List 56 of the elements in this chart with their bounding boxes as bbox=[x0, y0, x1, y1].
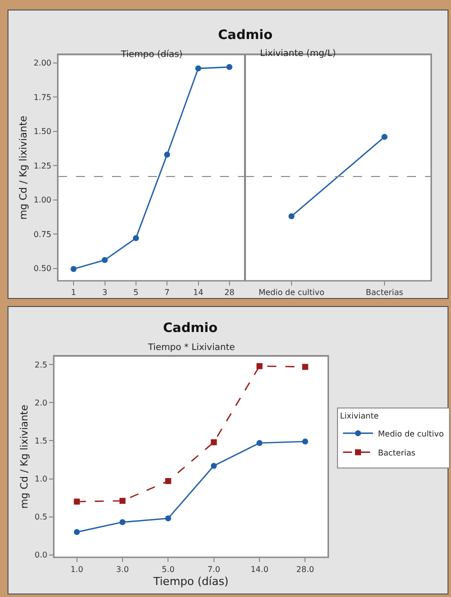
y-tick-label: 0.75 bbox=[34, 230, 52, 239]
point bbox=[226, 64, 232, 70]
point bbox=[302, 364, 308, 370]
chart-subtitle: Lixiviante (mg/L) bbox=[260, 49, 336, 59]
chart-subtitle: Tiempo (días) bbox=[120, 49, 183, 60]
x-tick-label: 1 bbox=[71, 288, 76, 298]
point bbox=[164, 152, 170, 158]
chart-subtitle: Tiempo * Lixiviante bbox=[147, 343, 236, 353]
y-tick-label: 2.0 bbox=[34, 398, 48, 408]
x-tick-label: 7 bbox=[164, 288, 170, 298]
chart-title: Cadmio bbox=[218, 28, 273, 43]
x-tick-label: Bacterias bbox=[366, 288, 404, 298]
point bbox=[132, 235, 139, 242]
legend-label: Bacterias bbox=[378, 448, 416, 458]
y-tick-label: 1.5 bbox=[34, 436, 48, 446]
chart-title: Cadmio bbox=[163, 321, 218, 336]
point bbox=[195, 65, 202, 72]
x-axis-title: Tiempo (días) bbox=[152, 574, 229, 588]
point bbox=[74, 498, 80, 505]
y-tick-label: 1.25 bbox=[34, 161, 52, 170]
point bbox=[256, 440, 262, 446]
x-tick-label: 28.0 bbox=[296, 564, 314, 574]
x-tick-label: 3 bbox=[102, 288, 108, 298]
y-axis-title: mg Cd / Kg lixiviante bbox=[18, 116, 30, 220]
point bbox=[302, 438, 308, 444]
y-tick-label: 1.75 bbox=[34, 92, 52, 102]
y-tick-label: 0.50 bbox=[34, 264, 52, 274]
x-tick-label: 3.0 bbox=[116, 564, 129, 574]
x-tick-label: 14 bbox=[193, 288, 204, 298]
y-tick-label: 1.00 bbox=[34, 196, 52, 205]
point bbox=[165, 478, 172, 484]
x-tick-label: Medio de cultivo bbox=[258, 288, 324, 298]
point bbox=[74, 529, 80, 536]
point bbox=[102, 257, 108, 264]
y-tick-label: 1.0 bbox=[34, 474, 48, 484]
point bbox=[70, 266, 77, 272]
y-tick-label: 2.00 bbox=[34, 58, 52, 68]
y-axis-title: mg Cd / Kg lixiviante bbox=[20, 404, 31, 509]
point bbox=[120, 519, 126, 526]
legend-label: Medio de cultivo bbox=[378, 429, 444, 438]
point bbox=[210, 439, 217, 446]
x-tick-label: 5 bbox=[133, 288, 138, 298]
y-tick-label: 0.5 bbox=[34, 512, 48, 522]
point bbox=[210, 462, 217, 469]
x-tick-label: 7.0 bbox=[207, 564, 220, 574]
x-tick-label: 5.0 bbox=[162, 564, 175, 574]
legend-title: Lixiviante bbox=[340, 412, 379, 421]
y-tick-label: 2.5 bbox=[34, 360, 48, 370]
y-tick-label: 0.0 bbox=[34, 550, 48, 560]
y-tick-label: 1.50 bbox=[34, 127, 52, 136]
x-tick-label: 28 bbox=[224, 288, 235, 298]
x-tick-label: 1.0 bbox=[70, 564, 84, 574]
x-tick-label: 14.0 bbox=[250, 564, 268, 574]
point bbox=[165, 515, 172, 522]
point bbox=[120, 498, 126, 504]
point bbox=[256, 363, 262, 370]
